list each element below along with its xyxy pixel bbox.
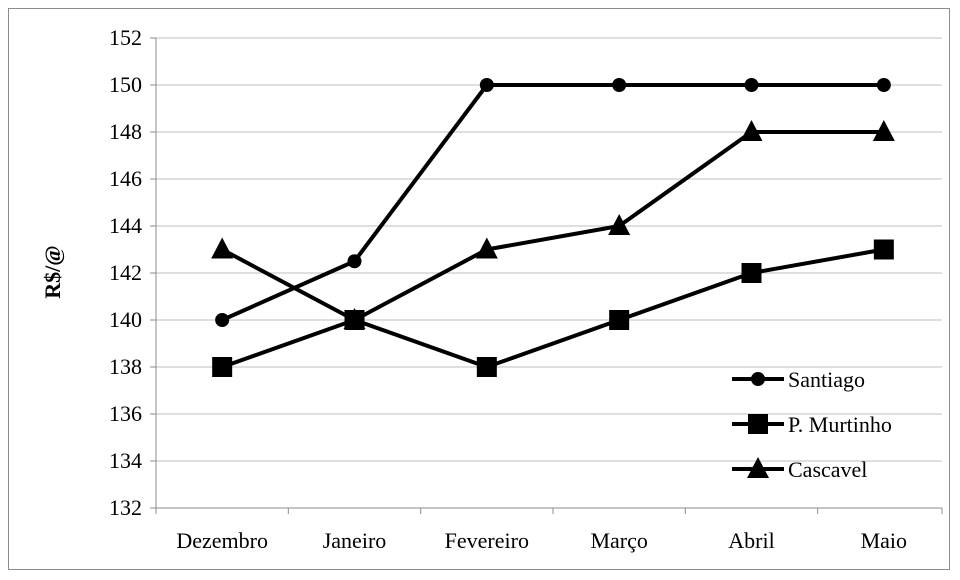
series — [211, 78, 895, 377]
data-point-p-murtinho — [741, 263, 762, 283]
series-line-cascavel — [221, 130, 884, 322]
y-tick-label: 144 — [109, 213, 142, 238]
legend-item-santiago: Santiago — [732, 367, 865, 392]
legend-marker — [748, 414, 768, 434]
x-tick-label: Fevereiro — [445, 528, 529, 553]
legend: Santiago P. Murtinho Cascavel — [732, 367, 892, 482]
y-tick-label: 146 — [109, 166, 142, 191]
y-tick-label: 138 — [109, 354, 142, 379]
data-point-santiago — [215, 313, 230, 327]
series-line-santiago — [221, 83, 884, 322]
x-tick-label: Março — [590, 528, 647, 553]
data-point-cascavel — [343, 308, 366, 329]
data-point-cascavel — [475, 237, 498, 259]
y-tick-labels: 132 134 136 138 140 142 144 146 148 150 152 — [109, 25, 142, 520]
legend-label: P. Murtinho — [788, 412, 892, 437]
data-point-cascavel — [872, 120, 895, 141]
chart-frame — [8, 8, 950, 570]
x-tick-label: Abril — [728, 528, 774, 553]
axes — [150, 37, 943, 514]
x-tick-label: Maio — [861, 528, 907, 553]
y-tick-label: 142 — [109, 260, 142, 285]
y-tick-label: 150 — [109, 72, 142, 97]
legend-label: Cascavel — [788, 457, 867, 482]
data-point-santiago — [347, 254, 362, 269]
data-point-cascavel — [211, 237, 234, 259]
y-tick-label: 140 — [109, 307, 142, 332]
series-cascavel — [211, 120, 895, 329]
x-tick-labels: Dezembro Janeiro Fevereiro Março Abril Maio — [176, 528, 907, 553]
data-point-santiago — [612, 78, 627, 92]
y-tick-label: 148 — [109, 119, 142, 144]
data-point-santiago — [876, 78, 891, 92]
data-point-santiago — [479, 78, 494, 92]
data-point-santiago — [744, 78, 759, 92]
data-point-p-murtinho — [476, 357, 497, 377]
grid-lines — [156, 37, 942, 462]
series-line-p-murtinho — [221, 247, 885, 369]
legend-label: Santiago — [788, 367, 865, 392]
series-santiago — [215, 78, 891, 327]
series-p-murtinho — [212, 239, 894, 377]
legend-marker — [751, 372, 765, 386]
data-point-cascavel — [740, 120, 763, 141]
data-point-p-murtinho — [212, 357, 233, 377]
legend-item-cascavel: Cascavel — [732, 457, 867, 482]
x-tick-label: Dezembro — [176, 528, 268, 553]
y-axis-title: R$/@ — [40, 245, 65, 298]
data-point-p-murtinho — [609, 310, 630, 330]
y-tick-label: 132 — [109, 495, 142, 520]
legend-marker — [747, 457, 769, 478]
data-point-cascavel — [608, 214, 631, 235]
y-tick-label: 152 — [109, 25, 142, 50]
data-point-p-murtinho — [873, 239, 894, 260]
x-tick-label: Janeiro — [323, 528, 387, 553]
legend-item-p-murtinho: P. Murtinho — [732, 412, 892, 437]
y-tick-label: 136 — [109, 401, 142, 426]
y-tick-label: 134 — [109, 448, 142, 473]
